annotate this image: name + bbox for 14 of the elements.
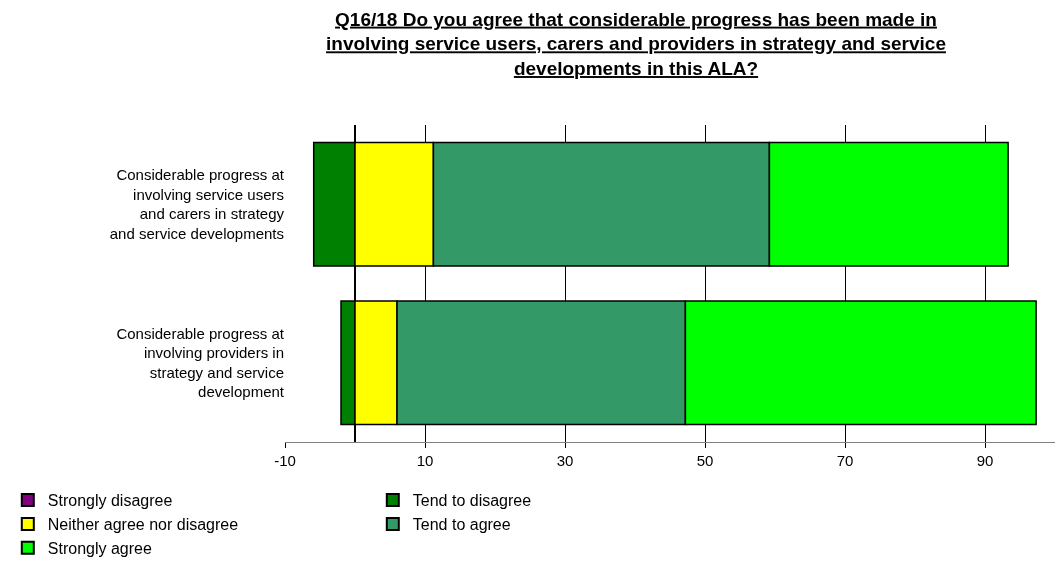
x-tick-label: 30 (556, 452, 574, 469)
y-tick-label: Considerable progress at involving providers in strategy and service development (116, 324, 285, 401)
x-tick-label: 10 (416, 452, 434, 469)
x-tick-label: -10 (274, 452, 296, 469)
legend-label: Neither agree nor disagree (47, 516, 239, 534)
x-tick-label: 90 (976, 452, 994, 469)
x-tick-label: 70 (836, 452, 854, 469)
y-tick-label: Considerable progress at involving service users and carers in strategy and service developments (109, 166, 285, 242)
legend-label: Tend to disagree (412, 492, 532, 510)
legend-label: Strongly agree (47, 539, 152, 557)
legend-label: Tend to agree (412, 516, 511, 534)
x-tick-label: 50 (696, 452, 714, 469)
legend-label: Strongly disagree (47, 492, 173, 510)
chart-title: Q16/18 Do you agree that considerable progress has been made in involving service users, carers and providers in strategy and service developments in this ALA? (326, 8, 946, 80)
